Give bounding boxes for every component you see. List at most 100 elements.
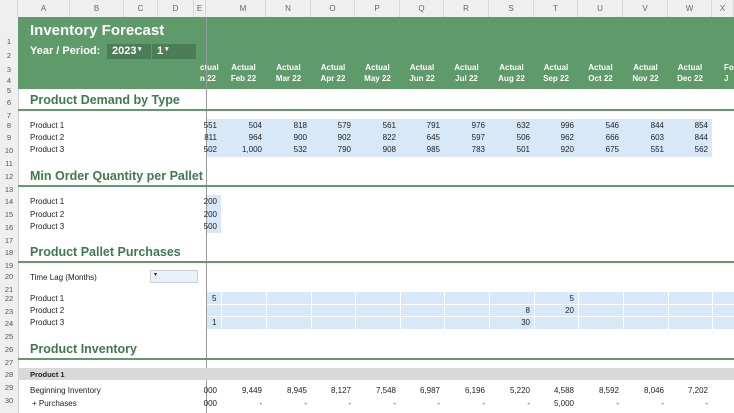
column-header[interactable]: P [355,0,400,17]
time-lag-dropdown[interactable]: ▾ [150,270,198,283]
inventory-cell[interactable]: - [304,399,307,408]
inventory-cell[interactable]: 7,202 [687,386,708,395]
demand-cell[interactable]: 675 [605,145,619,154]
inventory-cell[interactable]: 8,945 [286,386,307,395]
row-header[interactable]: 16 [4,223,14,232]
inventory-cell[interactable]: 8,046 [643,386,664,395]
column-header[interactable]: B [70,0,124,17]
row-header[interactable]: 20 [4,272,14,281]
demand-cell[interactable]: 822 [382,133,396,142]
inventory-cell[interactable]: - [482,399,485,408]
inventory-cell[interactable]: 4,588 [553,386,574,395]
demand-cell[interactable]: 818 [293,121,307,130]
demand-cell[interactable]: 1,000 [241,145,262,154]
inventory-cell[interactable]: 6,987 [419,386,440,395]
inventory-cell[interactable]: 8,592 [598,386,619,395]
demand-cell[interactable]: 920 [560,145,574,154]
row-header[interactable]: 10 [4,146,14,155]
demand-cell[interactable]: 976 [471,121,485,130]
row-header[interactable]: 24 [4,319,14,328]
column-header[interactable]: X [712,0,734,17]
demand-cell[interactable]: 504 [248,121,262,130]
row-header[interactable]: 1 [6,37,12,46]
min-order-cell[interactable]: 200 [203,197,217,206]
row-header[interactable]: 27 [4,358,14,367]
column-header[interactable]: V [623,0,668,17]
demand-cell[interactable]: 908 [382,145,396,154]
inventory-cell[interactable]: 000 [203,399,217,408]
inventory-cell[interactable]: 6,196 [464,386,485,395]
demand-cell[interactable]: 790 [337,145,351,154]
row-header[interactable]: 22 [4,294,14,303]
inventory-cell[interactable]: 5,220 [509,386,530,395]
row-header[interactable]: 17 [4,236,14,245]
demand-cell[interactable]: 532 [293,145,307,154]
purchase-cell[interactable]: 8 [525,306,530,315]
column-header[interactable]: N [266,0,311,17]
row-header[interactable]: 19 [4,261,14,270]
demand-cell[interactable]: 854 [694,121,708,130]
inventory-cell[interactable]: 5,000 [553,399,574,408]
row-header[interactable]: 26 [4,345,14,354]
row-header[interactable]: 15 [4,210,14,219]
column-header[interactable]: A [18,0,70,17]
row-header[interactable]: 4 [6,76,12,85]
select-all-corner[interactable] [0,0,18,17]
purchase-cell[interactable]: 30 [521,318,530,327]
purchase-cell[interactable]: 5 [212,294,217,303]
demand-cell[interactable]: 962 [560,133,574,142]
inventory-cell[interactable]: - [661,399,664,408]
column-header[interactable]: W [668,0,712,17]
inventory-cell[interactable]: - [527,399,530,408]
inventory-cell[interactable]: 9,449 [241,386,262,395]
purchase-cell[interactable]: 20 [565,306,574,315]
row-header[interactable]: 5 [6,86,12,95]
inventory-cell[interactable]: - [437,399,440,408]
row-header[interactable]: 28 [4,370,14,379]
row-header[interactable]: 18 [4,248,14,257]
row-header[interactable]: 9 [6,133,12,142]
column-header[interactable]: U [578,0,623,17]
demand-cell[interactable]: 501 [516,145,530,154]
demand-cell[interactable]: 811 [204,133,217,142]
demand-cell[interactable]: 502 [203,145,217,154]
column-header[interactable]: S [489,0,534,17]
demand-cell[interactable]: 645 [426,133,440,142]
inventory-cell[interactable]: 000 [203,386,217,395]
row-header[interactable]: 12 [4,172,14,181]
demand-cell[interactable]: 900 [293,133,307,142]
demand-cell[interactable]: 902 [337,133,351,142]
inventory-cell[interactable]: - [393,399,396,408]
demand-cell[interactable]: 844 [650,121,664,130]
demand-cell[interactable]: 985 [426,145,440,154]
demand-cell[interactable]: 783 [471,145,485,154]
demand-cell[interactable]: 791 [426,121,440,130]
row-header[interactable]: 7 [6,111,12,120]
row-header[interactable]: 14 [4,197,14,206]
row-header[interactable]: 11 [5,159,13,168]
row-header[interactable]: 3 [6,65,12,74]
column-header[interactable]: O [311,0,355,17]
row-header[interactable]: 23 [4,307,14,316]
inventory-cell[interactable]: - [616,399,619,408]
demand-cell[interactable]: 603 [650,133,664,142]
column-header[interactable]: M [221,0,266,17]
inventory-cell[interactable]: 8,127 [330,386,351,395]
min-order-cell[interactable]: 200 [203,210,217,219]
demand-cell[interactable]: 632 [516,121,530,130]
row-header[interactable]: 6 [6,98,12,107]
inventory-cell[interactable]: - [705,399,708,408]
demand-cell[interactable]: 996 [560,121,574,130]
demand-cell[interactable]: 561 [382,121,396,130]
year-dropdown[interactable]: 2023 ▾ [107,44,151,59]
demand-cell[interactable]: 579 [337,121,351,130]
column-header[interactable]: T [534,0,578,17]
demand-cell[interactable]: 546 [605,121,619,130]
row-header[interactable]: 13 [4,185,14,194]
demand-cell[interactable]: 597 [471,133,485,142]
demand-cell[interactable]: 666 [605,133,619,142]
row-header[interactable]: 29 [4,383,14,392]
demand-cell[interactable]: 506 [516,133,530,142]
demand-cell[interactable]: 964 [248,133,262,142]
row-header[interactable]: 21 [4,285,14,294]
